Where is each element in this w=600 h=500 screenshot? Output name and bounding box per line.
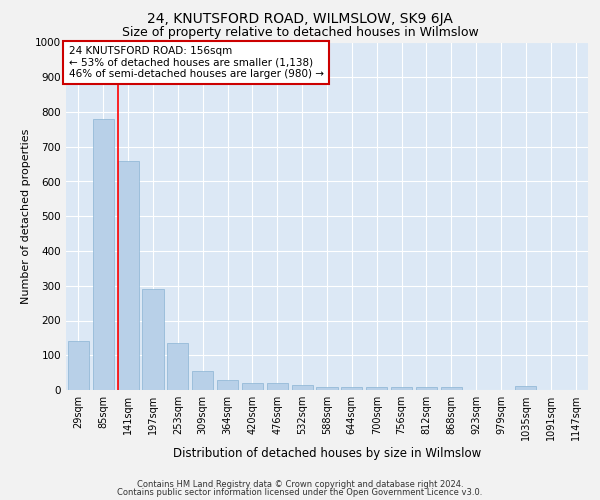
Y-axis label: Number of detached properties: Number of detached properties [21,128,31,304]
Bar [341,386,362,390]
Bar [292,385,313,390]
Text: Contains public sector information licensed under the Open Government Licence v3: Contains public sector information licen… [118,488,482,497]
X-axis label: Distribution of detached houses by size in Wilmslow: Distribution of detached houses by size … [173,447,481,460]
Bar [366,386,387,390]
Bar [118,160,139,390]
Bar [316,386,338,390]
Bar [441,387,462,390]
Bar [515,386,536,390]
Text: 24, KNUTSFORD ROAD, WILMSLOW, SK9 6JA: 24, KNUTSFORD ROAD, WILMSLOW, SK9 6JA [147,12,453,26]
Text: Contains HM Land Registry data © Crown copyright and database right 2024.: Contains HM Land Registry data © Crown c… [137,480,463,489]
Bar [217,380,238,390]
Text: 24 KNUTSFORD ROAD: 156sqm
← 53% of detached houses are smaller (1,138)
46% of se: 24 KNUTSFORD ROAD: 156sqm ← 53% of detac… [68,46,323,79]
Bar [142,289,164,390]
Bar [167,343,188,390]
Bar [93,119,114,390]
Bar [68,342,89,390]
Bar [192,371,213,390]
Bar [267,383,288,390]
Bar [416,387,437,390]
Text: Size of property relative to detached houses in Wilmslow: Size of property relative to detached ho… [122,26,478,39]
Bar [242,383,263,390]
Bar [391,386,412,390]
